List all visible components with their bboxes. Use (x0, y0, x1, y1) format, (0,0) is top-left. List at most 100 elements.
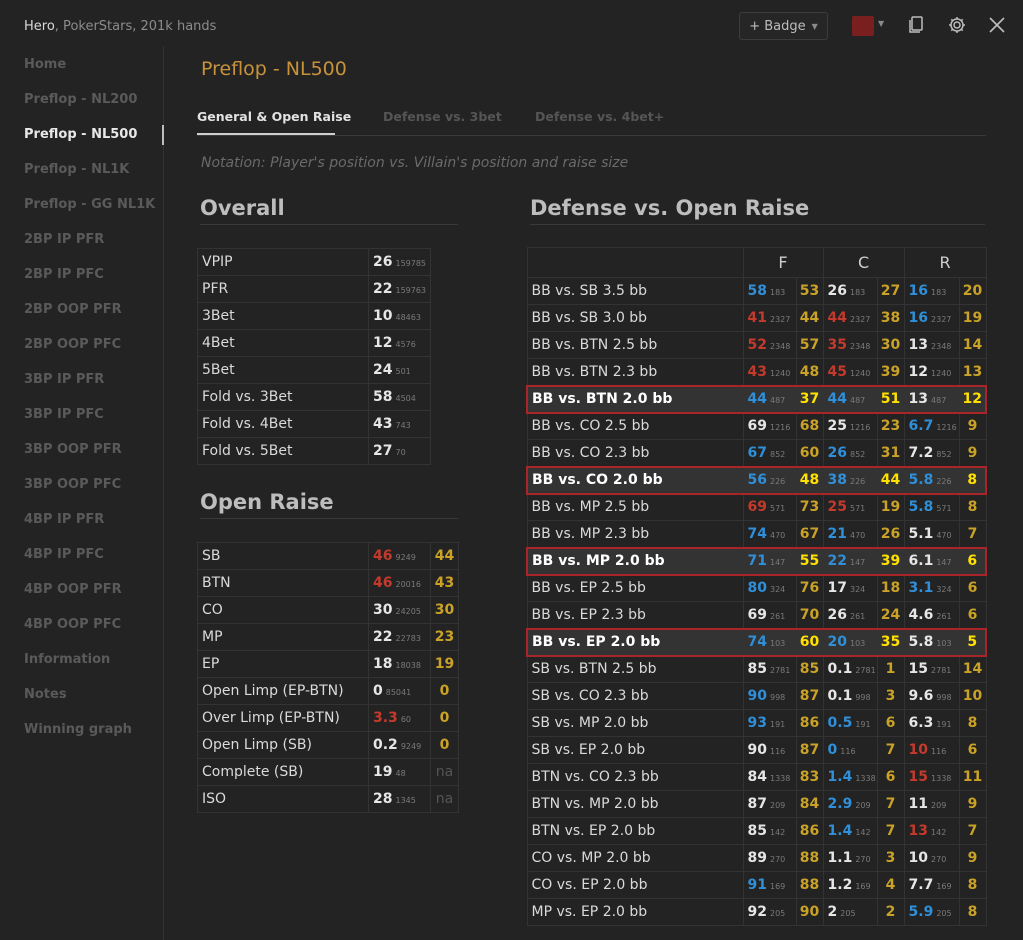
call-value: 0.1 (827, 661, 853, 678)
reference-value: 44 (430, 542, 459, 570)
open-raise-cell: 46 20016 (368, 569, 431, 597)
table-row: 5Bet 24 501 (197, 356, 431, 384)
sidebar-item-3bp-oop-pfc[interactable]: 3BP OOP PFC (24, 477, 122, 492)
call-cell: 38 226 (822, 465, 878, 495)
fold-reference-value: 67 (795, 520, 824, 548)
sidebar-item-4bp-ip-pfr[interactable]: 4BP IP PFR (24, 512, 105, 527)
call-value: 1.4 (827, 769, 853, 785)
call-value: 45 (827, 363, 847, 380)
open-raise-value: 19 (373, 764, 393, 780)
position-label: MP (197, 623, 369, 651)
call-value: 0.1 (827, 688, 853, 704)
table-row: SB vs. BTN 2.5 bb 85 2781 85 0.1 2781 1 15 2781 1… (526, 655, 987, 683)
call-reference-value: 7 (876, 790, 905, 818)
sidebar-item-3bp-ip-pfc[interactable]: 3BP IP PFC (24, 407, 104, 422)
raise-cell: 7.7 169 (903, 871, 960, 899)
open-raise-sample-count: 24205 (395, 607, 421, 616)
badge-label: + Badge (749, 18, 806, 34)
position-label: Over Limp (EP-BTN) (197, 704, 369, 732)
add-badge-button[interactable]: + Badge ▼ (739, 12, 828, 40)
stat-label: PFR (197, 275, 369, 303)
reference-value: 0 (430, 731, 459, 759)
call-value: 26 (827, 444, 847, 461)
fold-value: 74 (747, 634, 767, 650)
tab-defense-vs-3bet[interactable]: Defense vs. 3bet (383, 109, 502, 124)
raise-cell: 13 487 (903, 384, 960, 414)
call-value: 0 (827, 742, 838, 758)
fold-sample-count: 998 (769, 693, 786, 702)
session-subtitle: , PokerStars, 201k hands (54, 19, 217, 34)
raise-reference-value: 8 (958, 898, 987, 926)
reference-value: 19 (430, 650, 459, 678)
sidebar-item-4bp-oop-pfc[interactable]: 4BP OOP PFC (24, 617, 122, 632)
sidebar-item-4bp-oop-pfr[interactable]: 4BP OOP PFR (24, 582, 122, 597)
color-swatch[interactable] (852, 16, 874, 36)
call-cell: 45 1240 (822, 358, 878, 386)
chevron-down-icon[interactable]: ▼ (878, 19, 885, 28)
fold-value: 69 (747, 606, 767, 623)
sidebar-item-2bp-oop-pfr[interactable]: 2BP OOP PFR (24, 302, 122, 317)
table-row: BB vs. EP 2.3 bb 69 261 70 26 261 24 4.6 261 6 (526, 601, 987, 629)
call-reference-value: 26 (876, 520, 905, 548)
call-sample-count: 1216 (850, 423, 871, 433)
stat-label: 5Bet (197, 356, 369, 384)
raise-cell: 3.1 324 (903, 574, 960, 602)
sidebar-item-3bp-oop-pfr[interactable]: 3BP OOP PFR (24, 442, 122, 457)
highlighted-table-row: BB vs. CO 2.0 bb 56 226 48 38 226 44 5.8 226 8 (526, 465, 988, 495)
matchup-label: SB vs. MP 2.0 bb (526, 709, 744, 737)
fold-sample-count: 270 (769, 855, 786, 864)
sidebar-item-winning-graph[interactable]: Winning graph (24, 722, 132, 737)
fold-cell: 74 470 (742, 520, 797, 548)
call-value: 17 (827, 580, 847, 597)
matchup-label: BTN vs. MP 2.0 bb (526, 790, 744, 818)
sidebar-item-preflop-gg-nl1k[interactable]: Preflop - GG NL1K (24, 197, 156, 212)
tab-general-open-raise[interactable]: General & Open Raise (197, 109, 352, 124)
raise-sample-count: 169 (936, 882, 952, 891)
fold-cell: 41 2327 (742, 304, 797, 332)
sidebar-item-preflop-nl1k[interactable]: Preflop - NL1K (24, 162, 130, 177)
raise-reference-value: 10 (958, 682, 987, 710)
raise-reference-value: 9 (958, 844, 987, 872)
table-row: Open Limp (SB) 0.2 9249 0 (197, 731, 459, 759)
call-sample-count: 147 (850, 558, 866, 567)
sidebar-item-notes[interactable]: Notes (24, 687, 67, 702)
raise-reference-value: 9 (958, 412, 987, 440)
call-sample-count: 852 (850, 449, 866, 459)
table-row: CO 30 24205 30 (197, 596, 459, 624)
sidebar-item-home[interactable]: Home (24, 57, 67, 72)
tab-defense-vs-4bet[interactable]: Defense vs. 4bet+ (535, 109, 665, 124)
raise-reference-value: 8 (958, 709, 987, 737)
sidebar-item-information[interactable]: Information (24, 652, 111, 667)
call-value: 22 (827, 553, 847, 569)
sidebar-item-preflop-nl500[interactable]: Preflop - NL500 (24, 127, 138, 142)
app-title: Hero, PokerStars, 201k hands (24, 19, 216, 34)
fold-cell: 90 116 (742, 736, 797, 764)
table-row: BB vs. SB 3.5 bb 58 183 53 26 183 27 16 183 20 (526, 277, 987, 305)
table-row: BTN vs. EP 2.0 bb 85 142 86 1.4 142 7 13 142 7 (526, 817, 987, 845)
call-cell: 2 205 (822, 898, 878, 926)
fold-value: 69 (747, 499, 767, 516)
call-cell: 26 183 (822, 277, 878, 305)
sidebar-item-preflop-nl200[interactable]: Preflop - NL200 (24, 92, 138, 107)
copy-icon[interactable] (905, 14, 927, 36)
fold-reference-value: 85 (795, 655, 824, 683)
stat-value: 22 (373, 281, 393, 297)
raise-sample-count: 116 (931, 747, 947, 756)
raise-sample-count: 183 (931, 288, 947, 297)
sidebar-item-2bp-ip-pfr[interactable]: 2BP IP PFR (24, 232, 105, 247)
close-icon[interactable] (986, 14, 1008, 36)
fold-cell: 74 103 (742, 627, 797, 657)
stat-value: 43 (373, 416, 393, 432)
sidebar-item-4bp-ip-pfc[interactable]: 4BP IP PFC (24, 547, 104, 562)
call-cell: 0 116 (822, 736, 878, 764)
fold-reference-value: 90 (795, 898, 824, 926)
fold-cell: 85 142 (742, 817, 797, 845)
raise-cell: 5.8 571 (903, 493, 960, 521)
raise-value: 10 (908, 742, 929, 758)
gear-icon[interactable] (946, 14, 968, 36)
fold-reference-value: 53 (795, 277, 824, 305)
sidebar-item-3bp-ip-pfr[interactable]: 3BP IP PFR (24, 372, 105, 387)
open-raise-sample-count: 48 (395, 769, 406, 778)
sidebar-item-2bp-oop-pfc[interactable]: 2BP OOP PFC (24, 337, 122, 352)
sidebar-item-2bp-ip-pfc[interactable]: 2BP IP PFC (24, 267, 104, 282)
